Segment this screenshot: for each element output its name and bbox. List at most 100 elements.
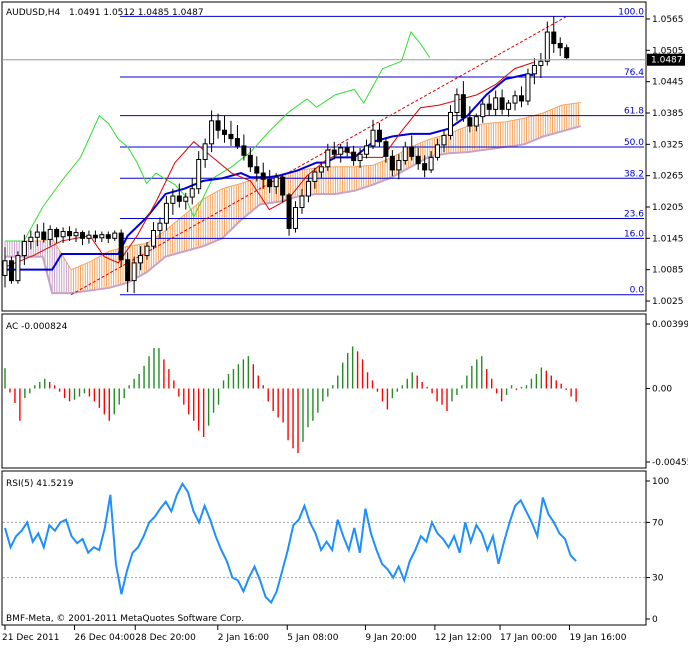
candle <box>531 58 537 85</box>
candle-body <box>54 228 60 238</box>
candle-body <box>8 260 14 282</box>
candle-body <box>157 222 163 231</box>
ac-histogram <box>4 346 577 454</box>
candle-body <box>493 97 499 110</box>
candle <box>267 169 273 193</box>
candle <box>441 129 447 153</box>
candle-body <box>234 138 240 147</box>
candle <box>409 135 415 161</box>
candle <box>241 134 247 161</box>
candle <box>60 227 66 244</box>
candle-body <box>357 153 363 162</box>
candle-body <box>447 111 453 136</box>
candle-body <box>467 117 473 127</box>
candle <box>73 228 79 242</box>
candle <box>402 141 408 165</box>
candle-body <box>73 232 79 237</box>
candle-body <box>79 232 85 239</box>
candle <box>506 99 512 117</box>
candle-body <box>422 163 428 171</box>
candle-body <box>15 255 21 282</box>
candle <box>131 256 137 294</box>
candle-body <box>286 194 292 229</box>
candle-body <box>486 103 492 110</box>
fib-level-label: 76.4 <box>624 68 644 78</box>
candle <box>325 143 331 171</box>
ac-header: AC -0.000824 <box>6 322 68 332</box>
candle-body <box>506 102 512 110</box>
candle <box>564 44 570 60</box>
candle <box>273 173 279 194</box>
candle-body <box>273 176 279 188</box>
candle-body <box>41 231 47 240</box>
candle <box>260 162 266 189</box>
candle-body <box>254 166 260 174</box>
candle-body <box>318 166 324 173</box>
price-tick-label: 1.0025 <box>652 297 684 307</box>
candle <box>447 105 453 140</box>
candle <box>247 147 253 173</box>
price-tick-label: 1.0385 <box>652 109 684 119</box>
candle <box>105 231 111 244</box>
rsi-header: RSI(5) 41.5219 <box>6 479 74 489</box>
candle-body <box>364 145 370 155</box>
candle <box>234 125 240 150</box>
candle <box>28 230 34 250</box>
fib-level-label: 61.8 <box>624 107 644 117</box>
candle-body <box>247 154 253 168</box>
rsi-tick-label: 70 <box>652 518 664 528</box>
candle <box>86 230 92 244</box>
candle <box>144 241 150 260</box>
candle <box>176 183 182 208</box>
candle-body <box>189 188 195 198</box>
candle-body <box>28 236 34 242</box>
candle-body <box>499 97 505 110</box>
candle <box>331 141 337 160</box>
candle <box>170 188 176 215</box>
candle-body <box>131 262 137 282</box>
ac-tick-label: 0.00 <box>652 384 672 394</box>
time-tick-label: 28 Dec 20:00 <box>135 633 196 643</box>
candle-body <box>564 47 570 59</box>
ac-tick-label: -0.00455 <box>652 458 688 468</box>
time-tick-label: 17 Jan 00:00 <box>500 633 557 643</box>
candle <box>196 151 202 194</box>
candle-body <box>305 180 311 197</box>
time-tick-label: 12 Jan 12:00 <box>435 633 492 643</box>
price-tick-label: 1.0085 <box>652 266 684 276</box>
time-tick-label: 21 Dec 2011 <box>2 633 60 643</box>
candle-body <box>402 146 408 162</box>
candle <box>512 90 518 111</box>
candle-body <box>92 234 98 239</box>
candle <box>118 229 124 268</box>
candle-body <box>202 143 208 160</box>
price-tick-label: 1.0145 <box>652 234 684 244</box>
candle <box>150 222 156 250</box>
candle-body <box>228 133 234 140</box>
candle <box>428 151 434 174</box>
rsi-tick-label: 100 <box>652 477 669 487</box>
candle-body <box>331 149 337 155</box>
price-tick-label: 1.0505 <box>652 46 684 56</box>
candle <box>286 192 292 236</box>
candle <box>189 178 195 205</box>
rsi-tick-label: 0 <box>652 615 658 625</box>
candle <box>183 192 189 210</box>
candle <box>486 94 492 116</box>
price-tick-label: 1.0205 <box>652 203 684 213</box>
candle <box>435 138 441 161</box>
candle <box>138 246 144 271</box>
candle-body <box>544 31 550 62</box>
candle-body <box>376 129 382 143</box>
candle <box>480 98 486 123</box>
candle <box>557 37 563 57</box>
candle <box>422 155 428 178</box>
candle <box>299 188 305 214</box>
candle-body <box>196 158 202 190</box>
ac-axis: 0.00399 0.00 -0.00455 <box>646 320 688 468</box>
copyright-text: BMF-Meta, © 2001-2011 MetaQuotes Softwar… <box>6 614 244 624</box>
candle-body <box>144 245 150 257</box>
rsi-levels <box>3 521 645 579</box>
candle <box>34 224 40 247</box>
candle <box>525 68 531 106</box>
